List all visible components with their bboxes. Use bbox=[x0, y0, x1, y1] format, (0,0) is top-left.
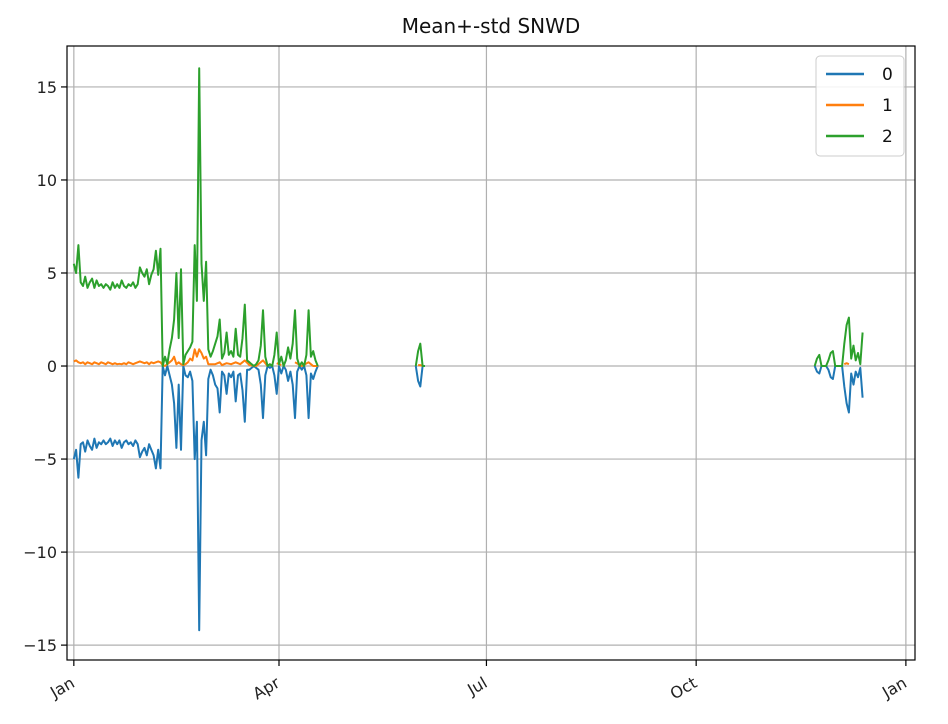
series-0-segment bbox=[72, 365, 319, 632]
series-2-segment bbox=[414, 342, 425, 367]
plot-frame bbox=[66, 45, 916, 661]
legend-label: 2 bbox=[882, 127, 893, 147]
series-0-segment bbox=[813, 365, 864, 414]
y-tick-label: −5 bbox=[33, 450, 57, 469]
legend: 0 1 2 bbox=[815, 55, 905, 157]
series-0-segment bbox=[414, 365, 425, 388]
x-tick-label: Jan bbox=[46, 673, 78, 702]
y-tick-label: 5 bbox=[47, 264, 57, 283]
series-1-segment bbox=[843, 362, 850, 366]
series-1-segment bbox=[73, 348, 269, 367]
y-tick-label: 0 bbox=[47, 357, 57, 376]
axis-ticks: −15 −10 −5 0 5 10 15 Jan Apr Jul Oct Jan bbox=[23, 78, 910, 703]
legend-label: 1 bbox=[882, 96, 893, 116]
legend-label: 0 bbox=[882, 65, 893, 85]
x-tick-label: Jan bbox=[878, 673, 910, 702]
series-lines bbox=[72, 67, 864, 632]
y-tick-label: 15 bbox=[37, 78, 57, 97]
series-0-line bbox=[72, 365, 864, 632]
x-tick-label: Jul bbox=[463, 673, 490, 700]
series-2-line bbox=[72, 67, 864, 367]
series-2-segment bbox=[72, 67, 319, 367]
y-tick-label: −10 bbox=[23, 543, 57, 562]
chart-title: Mean+-std SNWD bbox=[402, 14, 581, 38]
y-tick-label: −15 bbox=[23, 636, 57, 655]
y-tick-label: 10 bbox=[37, 171, 57, 190]
series-2-segment bbox=[813, 316, 864, 367]
x-tick-label: Oct bbox=[667, 673, 700, 703]
grid-lines bbox=[67, 46, 915, 660]
series-1-line bbox=[73, 348, 850, 367]
x-tick-label: Apr bbox=[250, 673, 284, 704]
